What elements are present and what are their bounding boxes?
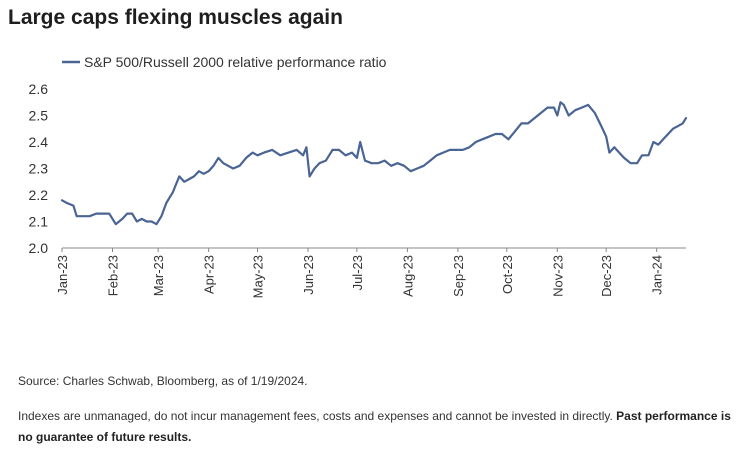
- y-tick-label: 2.1: [29, 214, 49, 230]
- x-tick-label: Feb-23: [106, 255, 121, 296]
- disclaimer-bold-text: Past performance is no guarantee of futu…: [18, 409, 731, 444]
- x-tick-label: Apr-23: [202, 255, 217, 294]
- x-tick-label: Jun-23: [301, 255, 316, 295]
- line-chart: S&P 500/Russell 2000 relative performanc…: [29, 54, 688, 298]
- x-tick-label: Jan-24: [650, 255, 665, 295]
- chart-title: Large caps flexing muscles again: [8, 6, 343, 29]
- y-tick-label: 2.0: [29, 240, 49, 256]
- y-tick-label: 2.6: [29, 81, 49, 97]
- y-tick-label: 2.2: [29, 187, 49, 203]
- x-tick-label: Sep-23: [451, 255, 466, 297]
- y-axis-ticks: 2.0 2.1 2.2 2.3 2.4 2.5 2.6: [29, 81, 49, 256]
- x-tick-label: Jan-23: [55, 255, 70, 295]
- x-axis-ticks: Jan-23 Feb-23 Mar-23 Apr-23 May-23 Jun-23 Jul-…: [55, 248, 665, 298]
- y-tick-label: 2.3: [29, 161, 49, 177]
- legend: S&P 500/Russell 2000 relative performanc…: [62, 54, 387, 70]
- x-tick-label: Dec-23: [599, 255, 614, 297]
- legend-label-series-1: S&P 500/Russell 2000 relative performanc…: [84, 54, 387, 70]
- disclaimer-text: Indexes are unmanaged, do not incur mana…: [18, 409, 617, 423]
- source-note: Source: Charles Schwab, Bloomberg, as of…: [18, 374, 308, 388]
- y-tick-label: 2.5: [29, 108, 49, 124]
- x-tick-label: Aug-23: [400, 255, 415, 297]
- x-tick-label: Jul-23: [350, 255, 365, 290]
- x-tick-label: Nov-23: [550, 255, 565, 297]
- disclaimer-note: Indexes are unmanaged, do not incur mana…: [18, 406, 748, 448]
- series-line-sp500-russell2000-ratio: [60, 101, 688, 226]
- y-tick-label: 2.4: [29, 134, 49, 150]
- x-tick-label: Mar-23: [151, 255, 166, 296]
- x-tick-label: Oct-23: [500, 255, 515, 294]
- x-tick-label: May-23: [251, 255, 266, 298]
